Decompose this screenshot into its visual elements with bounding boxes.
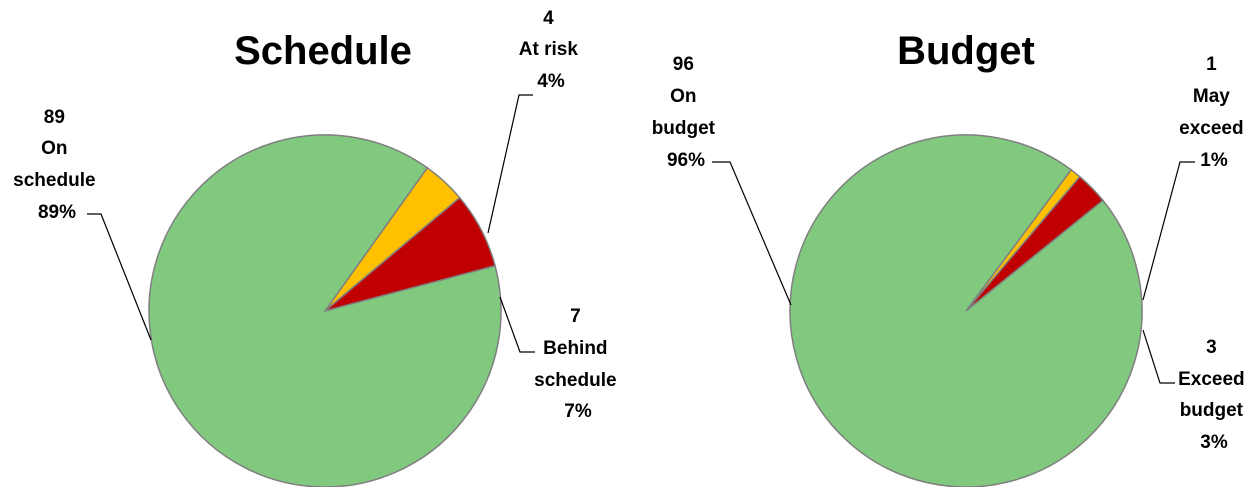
budget-pie-chart: Budget 96 On budget 96% 1 May exceed 1% … [652,29,1250,487]
schedule-atrisk-leader [487,94,533,234]
schedule-pie-chart: Schedule 89 On schedule 89% 4 At risk 4%… [13,8,622,487]
schedule-on-leader [87,213,152,341]
schedule-behind-leader [499,296,535,353]
schedule-slices [148,134,502,487]
pie-slice-on-schedule [148,134,502,487]
schedule-behind-label: 7 Behind schedule 7% [534,306,622,422]
schedule-atrisk-label: 4 At risk 4% [519,8,583,92]
budget-on-leader [712,161,792,306]
schedule-chart-title: Schedule [234,29,412,73]
budget-on-label: 96 On budget 96% [652,54,721,171]
budget-may-leader [1142,161,1195,301]
pie-slice-on-budget [789,134,1143,487]
budget-chart-title: Budget [897,29,1035,73]
budget-may-label: 1 May exceed 1% [1179,54,1249,171]
schedule-on-label: 89 On schedule 89% [13,107,101,223]
budget-exceed-leader [1142,329,1175,384]
budget-exceed-label: 3 Exceed budget 3% [1178,337,1250,453]
budget-slices [789,134,1143,487]
